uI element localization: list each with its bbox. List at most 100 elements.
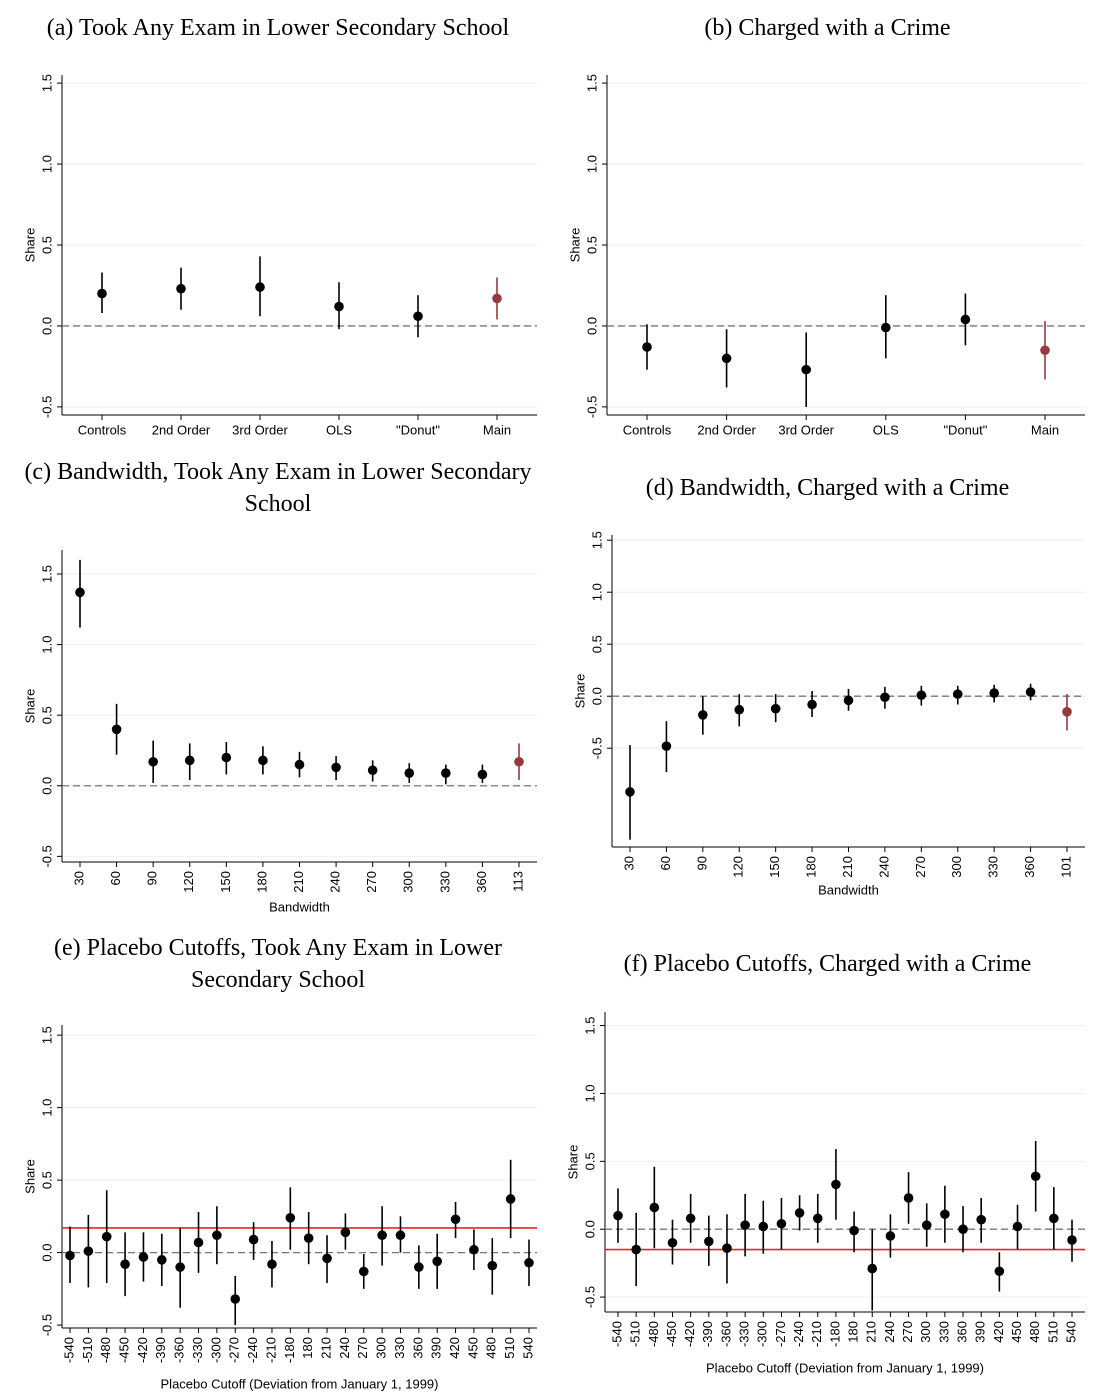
- x-tick-label: 30: [71, 871, 86, 885]
- point-estimate: [255, 282, 265, 292]
- x-tick-label: 210: [864, 1321, 879, 1343]
- point-estimate: [740, 1220, 750, 1230]
- x-tick-label: 330: [437, 871, 452, 893]
- x-tick-label: 330: [392, 1337, 407, 1359]
- x-tick-label: 210: [291, 871, 306, 893]
- point-estimate: [1049, 1213, 1059, 1224]
- y-tick-label: 1.0: [582, 1084, 597, 1102]
- y-tick-label: 1.5: [39, 565, 54, 583]
- x-tick-label: 270: [355, 1337, 370, 1359]
- point-estimate: [698, 710, 708, 720]
- x-tick-label: 120: [181, 871, 196, 893]
- point-estimate: [960, 314, 971, 325]
- point-estimate: [685, 1213, 696, 1224]
- point-estimate: [916, 690, 927, 700]
- point-estimate: [514, 756, 524, 767]
- point-estimate: [322, 1253, 332, 1264]
- panel-title: (e) Placebo Cutoffs, Took Any Exam in Lo…: [53, 935, 503, 993]
- x-tick-label: 300: [949, 856, 964, 878]
- x-tick-label: -420: [682, 1321, 697, 1347]
- y-tick-label: 1.5: [39, 74, 54, 92]
- point-estimate: [334, 301, 344, 312]
- x-tick-label: 3rd Order: [232, 422, 288, 437]
- x-tick-label: 270: [900, 1321, 915, 1343]
- point-estimate: [776, 1218, 787, 1229]
- x-tick-label: 540: [520, 1337, 535, 1359]
- point-estimate: [267, 1259, 277, 1270]
- x-tick-label: -300: [208, 1337, 223, 1363]
- x-tick-label: -540: [609, 1321, 624, 1347]
- x-tick-label: "Donut": [396, 422, 440, 437]
- x-tick-label: 210: [840, 856, 855, 878]
- x-tick-label: 2nd Order: [152, 422, 211, 437]
- x-tick-label: -360: [172, 1337, 187, 1363]
- x-axis-title: Bandwidth: [818, 882, 879, 897]
- y-tick-label: 1.5: [584, 74, 599, 92]
- point-estimate: [148, 756, 158, 767]
- x-tick-label: 60: [658, 856, 673, 870]
- point-estimate: [807, 699, 817, 710]
- x-tick-label: -540: [61, 1337, 76, 1363]
- x-tick-label: -180: [282, 1337, 297, 1363]
- point-estimate: [358, 1266, 369, 1277]
- x-tick-label: 360: [954, 1321, 969, 1343]
- x-tick-label: 360: [1022, 856, 1037, 878]
- point-estimate: [487, 1260, 498, 1271]
- point-estimate: [770, 703, 781, 714]
- x-tick-label: -240: [245, 1337, 260, 1363]
- x-axis-title: Bandwidth: [269, 899, 330, 914]
- x-axis-title: Placebo Cutoff (Deviation from January 1…: [706, 1360, 984, 1375]
- point-estimate: [285, 1213, 296, 1223]
- y-tick-label: 0.0: [39, 1244, 54, 1262]
- point-estimate: [505, 1194, 516, 1204]
- x-tick-label: -480: [98, 1337, 113, 1363]
- point-estimate: [722, 1243, 732, 1253]
- point-estimate: [230, 1294, 241, 1304]
- point-estimate: [248, 1234, 259, 1245]
- y-tick-label: 1.0: [39, 1099, 54, 1117]
- x-tick-label: 2nd Order: [697, 422, 756, 437]
- x-tick-label: -270: [227, 1337, 242, 1363]
- point-estimate: [1040, 345, 1050, 356]
- x-tick-label: -300: [755, 1321, 770, 1347]
- x-tick-label: 240: [337, 1337, 352, 1359]
- y-axis-title: Share: [572, 674, 587, 709]
- point-estimate: [111, 724, 122, 735]
- x-tick-label: 150: [218, 871, 233, 893]
- y-axis-title: Share: [22, 228, 37, 263]
- x-tick-label: 480: [484, 1337, 499, 1359]
- point-estimate: [303, 1233, 314, 1243]
- x-tick-label: 510: [1045, 1321, 1060, 1343]
- x-tick-label: 510: [502, 1337, 517, 1359]
- x-tick-label: 120: [731, 856, 746, 878]
- x-tick-label: -390: [153, 1337, 168, 1363]
- point-estimate: [258, 755, 268, 766]
- y-tick-label: 0.0: [39, 777, 54, 795]
- point-estimate: [1062, 707, 1072, 717]
- point-estimate: [212, 1230, 222, 1241]
- y-tick-label: -0.5: [39, 396, 54, 418]
- point-estimate: [414, 1262, 424, 1272]
- x-tick-label: 90: [145, 871, 160, 885]
- y-tick-label: 0.5: [39, 236, 54, 254]
- y-tick-label: 0.5: [39, 706, 54, 724]
- point-estimate: [994, 1266, 1005, 1277]
- point-estimate: [989, 688, 999, 698]
- y-tick-label: 0.0: [582, 1220, 597, 1238]
- point-estimate: [704, 1236, 714, 1247]
- x-tick-label: -240: [791, 1321, 806, 1347]
- y-tick-label: 1.0: [589, 583, 604, 601]
- point-estimate: [432, 1256, 443, 1267]
- x-tick-label: 270: [913, 856, 928, 878]
- point-estimate: [469, 1244, 479, 1255]
- x-tick-label: -480: [646, 1321, 661, 1347]
- point-estimate: [331, 762, 341, 773]
- y-axis-title: Share: [22, 689, 37, 724]
- x-tick-label: -420: [135, 1337, 150, 1363]
- point-estimate: [340, 1227, 351, 1238]
- y-axis-title: Share: [567, 228, 582, 263]
- x-tick-label: Main: [1031, 422, 1059, 437]
- point-estimate: [524, 1257, 534, 1268]
- point-estimate: [667, 1237, 678, 1248]
- panel-title: (a) Took Any Exam in Lower Secondary Sch…: [46, 15, 510, 41]
